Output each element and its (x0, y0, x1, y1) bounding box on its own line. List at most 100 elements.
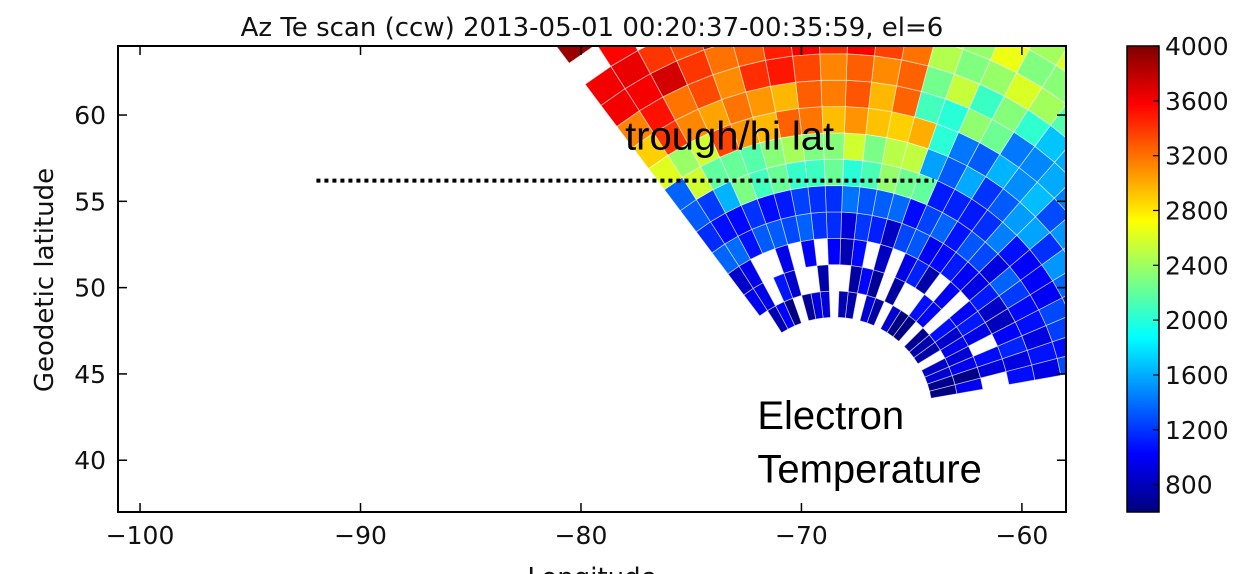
scan-cell (837, 290, 849, 319)
colorbar-tick-label: 2800 (1165, 196, 1229, 225)
scan-cell (669, 46, 705, 62)
scan-cell (901, 46, 934, 67)
scan-cell (795, 79, 823, 109)
scan-cell (842, 158, 864, 188)
scan-cell (1012, 0, 1054, 26)
scan-cell (1092, 143, 1131, 182)
scan-cell (1089, 103, 1129, 143)
scan-cell (804, 158, 826, 188)
y-tick-label: 50 (74, 274, 106, 303)
y-tick-label: 45 (74, 360, 106, 389)
scan-cell (1226, 201, 1253, 243)
electron-temperature-label: Temperature (757, 448, 982, 492)
scan-cell (1049, 103, 1066, 139)
annotation-layer: trough/hi lat Electron Temperature (316, 115, 982, 492)
scan-cell (1075, 253, 1109, 286)
scan-cell (942, 0, 981, 24)
scan-cell (1051, 336, 1066, 359)
scan-cell (1090, 181, 1127, 218)
scan-cell (1054, 0, 1099, 21)
y-tick-label: 60 (74, 101, 106, 130)
colorbar-tick-label: 3200 (1165, 142, 1229, 171)
plot-frame (117, 45, 1067, 513)
y-tick-label: 55 (74, 187, 106, 216)
colorbar-tick-label: 4000 (1165, 32, 1229, 61)
scan-cell (883, 276, 906, 307)
scan-cell (843, 106, 870, 135)
scan-cell (824, 185, 843, 213)
scan-cell (783, 0, 817, 4)
scan-cell (762, 46, 793, 61)
scan-cell (845, 53, 875, 83)
scan-cell (732, 46, 766, 67)
scan-cell (841, 185, 861, 214)
scan-cell (873, 46, 905, 61)
scan-cell (846, 46, 876, 57)
colorbar-tick-label: 1200 (1165, 416, 1229, 445)
scan-cell (1077, 325, 1108, 352)
scan-cell (597, 46, 639, 67)
scan-cell (772, 272, 794, 303)
scan-cell (1234, 110, 1253, 157)
y-axis: 40 45 50 55 60 (74, 101, 1066, 475)
scan-cell (1061, 295, 1066, 307)
scan-cell (871, 55, 902, 87)
scan-cell (750, 0, 786, 9)
scan-cell (1072, 122, 1111, 161)
scan-cell (962, 46, 997, 61)
scan-cell (927, 46, 964, 75)
colorbar: 800 1200 1600 2000 2400 2800 3200 3600 4000 (1126, 32, 1229, 513)
scan-cell (873, 243, 894, 274)
x-tick-label: −100 (106, 521, 175, 550)
scan-cell (989, 46, 1030, 74)
scan-cell (1056, 355, 1066, 376)
scan-cell (1062, 246, 1066, 255)
scan-cell (826, 237, 842, 266)
colorbar-tick-label: 2400 (1165, 251, 1229, 280)
scan-cell (1021, 46, 1032, 50)
scan-cell (981, 0, 1023, 12)
scan-cell (1099, 0, 1146, 19)
scan-cell (843, 132, 867, 162)
scan-cell (1086, 274, 1119, 305)
scan-cell (880, 0, 916, 8)
scan-cell (972, 0, 1012, 36)
scan-cell (1070, 305, 1102, 333)
x-axis-label: Longitude (527, 563, 656, 574)
scan-cell (820, 79, 847, 108)
colorbar-gradient (1126, 45, 1160, 513)
scan-cell (1042, 3, 1085, 43)
scan-cell (792, 53, 822, 83)
x-tick-label: −90 (334, 521, 387, 550)
x-tick-label: −60 (996, 521, 1049, 550)
scan-cell (865, 107, 893, 139)
x-tick-label: −70 (775, 521, 828, 550)
scan-cell (1022, 0, 1066, 3)
y-axis-label: Geodetic latitude (30, 168, 60, 392)
scan-cell (1236, 306, 1253, 343)
scan-cell (1084, 0, 1129, 41)
chart-title: Az Te scan (ccw) 2013-05-01 00:20:37-00:… (241, 13, 944, 43)
scan-cell (1070, 21, 1113, 62)
scan-cell (1070, 198, 1106, 233)
colorbar-tick-label: 1600 (1165, 361, 1229, 390)
scan-cell (600, 0, 644, 4)
x-tick-label: −80 (555, 521, 608, 550)
scan-cell (819, 53, 848, 81)
scan-cell (1065, 103, 1066, 105)
scan-cell (849, 0, 883, 3)
scan-cell (868, 81, 898, 113)
colorbar-tick-label: 800 (1165, 471, 1213, 500)
y-tick-label: 40 (74, 446, 106, 475)
scan-cell (1073, 161, 1110, 198)
trough-label: trough/hi lat (625, 115, 834, 159)
scan-cell (584, 65, 626, 106)
scan-cell (790, 46, 821, 57)
scan-cell (1049, 218, 1066, 250)
x-axis: −100 −90 −80 −70 −60 (106, 46, 1049, 550)
scan-cell (844, 79, 872, 109)
scan-cell (800, 238, 818, 268)
colorbar-tick-label: 2000 (1165, 306, 1229, 335)
scan-cell (1227, 274, 1253, 313)
